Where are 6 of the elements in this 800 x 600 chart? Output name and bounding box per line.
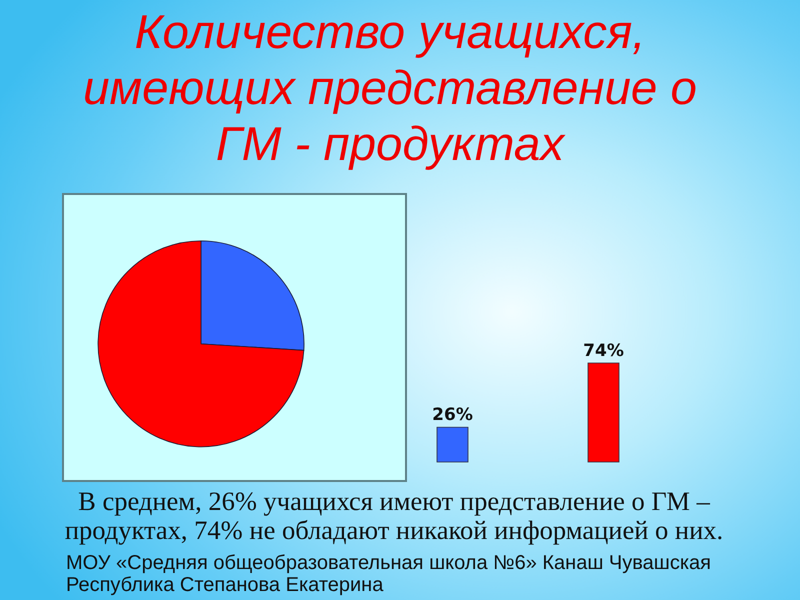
chart-title: Количество учащихся, имеющих представление о ГМ - продуктах xyxy=(82,5,698,173)
text: В среднем, 26% учащихся имеют представление о ГМ – продуктах, 74% не обладают никакой информацией о них. xyxy=(64,486,724,545)
data-label: 26% xyxy=(432,405,473,426)
pie-slice xyxy=(98,240,304,448)
data-label: 74% xyxy=(583,341,624,361)
text: МОУ «Средняя общеобразовательная школа №6» Канаш Чувашская Республика Степанова Екатерина xyxy=(66,552,712,596)
